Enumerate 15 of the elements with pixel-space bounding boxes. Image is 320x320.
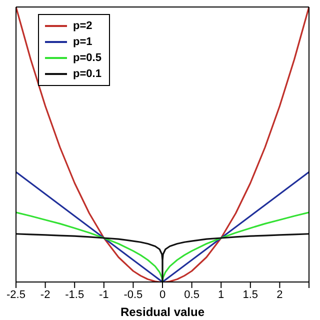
x-tick-label: -0.5 (124, 288, 143, 301)
legend-label: p=0.1 (73, 67, 102, 82)
x-tick-label: 1 (218, 288, 224, 301)
x-tick-label: 1.5 (242, 288, 258, 301)
x-tick-label: 0 (159, 288, 166, 301)
x-tick-label: -2.5 (6, 288, 26, 301)
legend-label: p=2 (73, 19, 92, 34)
legend-label: p=1 (73, 35, 92, 50)
x-tick-label: 2 (276, 288, 283, 301)
x-tick-label: -2 (40, 288, 50, 301)
x-tick-label: -1 (99, 288, 109, 301)
x-axis-title: Residual value (120, 305, 205, 319)
x-tick-label: 0.5 (184, 288, 200, 301)
legend-label: p=0.5 (73, 51, 102, 66)
x-tick-label: -1.5 (65, 288, 84, 301)
